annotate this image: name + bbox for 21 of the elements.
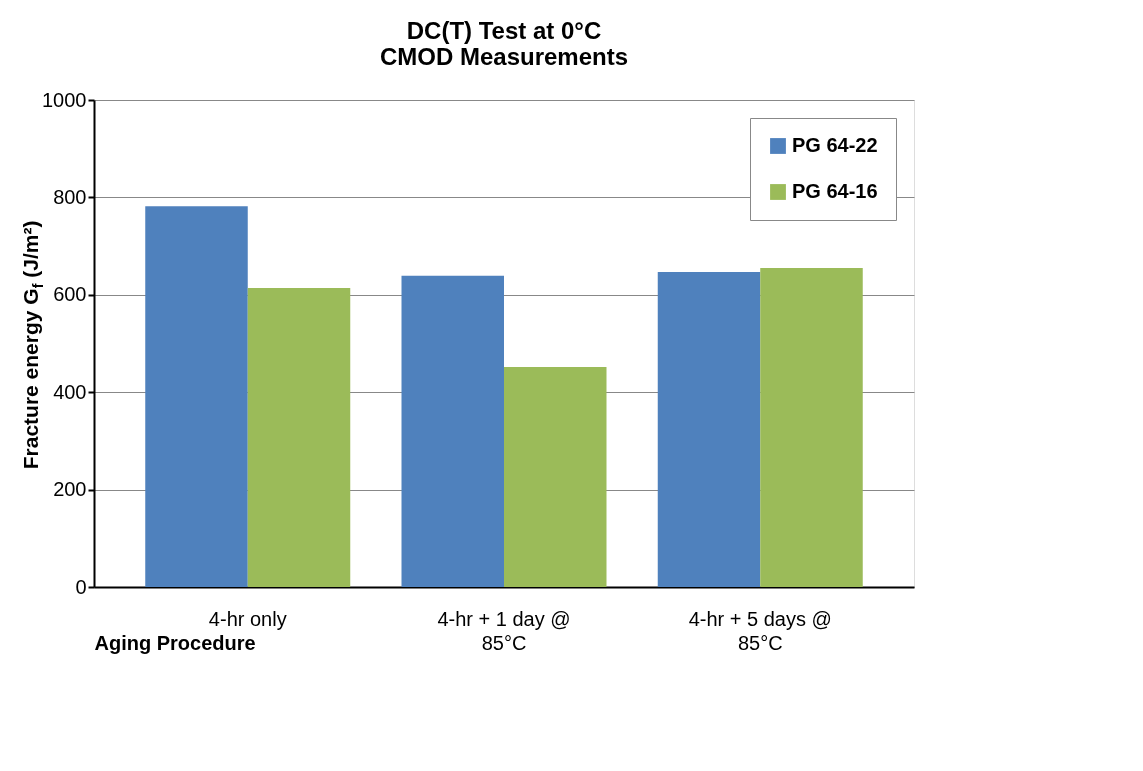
x-axis-title: Aging Procedure — [94, 631, 256, 654]
legend-label: PG 64-16 — [792, 180, 878, 202]
bar — [657, 271, 761, 587]
y-tick-label: 600 — [53, 283, 87, 306]
bar — [401, 275, 504, 587]
bar — [504, 366, 607, 587]
text: CMOD Measurements — [379, 43, 629, 70]
x-tick-label: 4-hr + 1 day @ 85°C — [437, 607, 571, 654]
bar — [760, 268, 863, 587]
y-tick-label: 200 — [53, 478, 87, 501]
bar — [247, 287, 351, 587]
legend-label: PG 64-22 — [792, 134, 878, 156]
text: DC(T) Test at 0°C — [406, 17, 602, 44]
y-tick-label: 1000 — [42, 88, 87, 111]
y-tick-label: 400 — [53, 380, 87, 403]
x-tick-label: 4-hr only — [208, 607, 287, 630]
y-axis-title: Fracture energy Gf (J/m²) — [19, 220, 46, 470]
x-tick-label: 4-hr + 5 days @ 85°C — [688, 607, 832, 654]
bar — [145, 206, 248, 587]
y-tick-label: 800 — [53, 185, 87, 208]
y-tick-label: 0 — [75, 575, 87, 598]
